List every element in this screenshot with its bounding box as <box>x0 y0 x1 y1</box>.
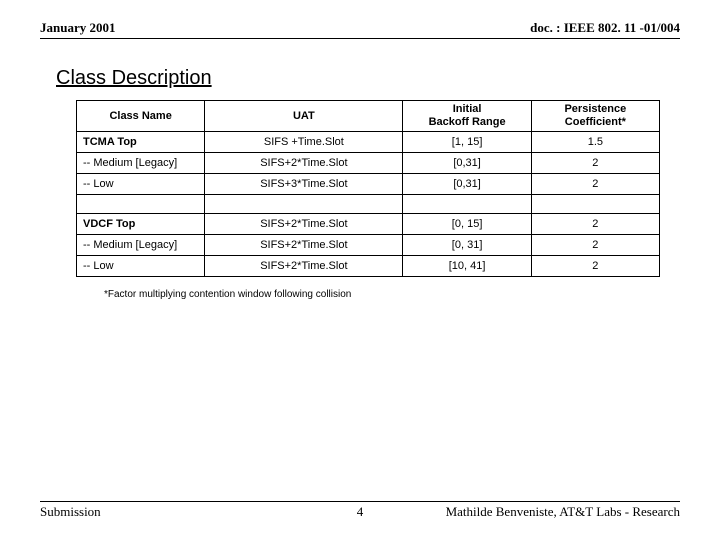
header-date: January 2001 <box>40 20 115 36</box>
footer-author: Mathilde Benveniste, AT&T Labs - Researc… <box>446 504 680 520</box>
table-header-row: Class Name UAT InitialBackoff Range Pers… <box>77 101 660 132</box>
cell-class-name: VDCF Top <box>77 214 205 235</box>
empty-cell <box>531 195 659 214</box>
table-body: TCMA TopSIFS +Time.Slot[1, 15]1.5-- Medi… <box>77 132 660 277</box>
cell-persistence: 2 <box>531 174 659 195</box>
cell-persistence: 1.5 <box>531 132 659 153</box>
col-class-name: Class Name <box>77 101 205 132</box>
cell-persistence: 2 <box>531 256 659 277</box>
cell-class-name: -- Low <box>77 256 205 277</box>
table-row: -- Medium [Legacy]SIFS+2*Time.Slot[0, 31… <box>77 235 660 256</box>
cell-uat: SIFS+3*Time.Slot <box>205 174 403 195</box>
cell-class-name: -- Low <box>77 174 205 195</box>
class-description-table: Class Name UAT InitialBackoff Range Pers… <box>76 100 660 277</box>
cell-backoff-range: [0, 31] <box>403 235 531 256</box>
empty-cell <box>403 195 531 214</box>
slide-title: Class Description <box>56 67 720 90</box>
footer-left: Submission <box>40 504 101 520</box>
table-row: -- Medium [Legacy]SIFS+2*Time.Slot[0,31]… <box>77 153 660 174</box>
cell-uat: SIFS+2*Time.Slot <box>205 153 403 174</box>
cell-class-name: -- Medium [Legacy] <box>77 153 205 174</box>
slide-footer: Submission 4 Mathilde Benveniste, AT&T L… <box>40 501 680 520</box>
cell-persistence: 2 <box>531 235 659 256</box>
table-row: VDCF TopSIFS+2*Time.Slot[0, 15]2 <box>77 214 660 235</box>
table-footnote: *Factor multiplying contention window fo… <box>104 289 720 300</box>
cell-uat: SIFS +Time.Slot <box>205 132 403 153</box>
cell-backoff-range: [0,31] <box>403 174 531 195</box>
cell-backoff-range: [0, 15] <box>403 214 531 235</box>
header-doc-id: doc. : IEEE 802. 11 -01/004 <box>530 20 680 36</box>
col-uat: UAT <box>205 101 403 132</box>
empty-cell <box>77 195 205 214</box>
cell-persistence: 2 <box>531 153 659 174</box>
empty-cell <box>205 195 403 214</box>
cell-uat: SIFS+2*Time.Slot <box>205 256 403 277</box>
cell-backoff-range: [10, 41] <box>403 256 531 277</box>
cell-class-name: -- Medium [Legacy] <box>77 235 205 256</box>
cell-uat: SIFS+2*Time.Slot <box>205 214 403 235</box>
cell-backoff-range: [0,31] <box>403 153 531 174</box>
footer-page-number: 4 <box>357 504 364 520</box>
table-row <box>77 195 660 214</box>
col-initial-backoff: InitialBackoff Range <box>403 101 531 132</box>
table-row: -- LowSIFS+2*Time.Slot[10, 41]2 <box>77 256 660 277</box>
cell-persistence: 2 <box>531 214 659 235</box>
col-persistence: PersistenceCoefficient* <box>531 101 659 132</box>
slide-header: January 2001 doc. : IEEE 802. 11 -01/004 <box>40 0 680 39</box>
table-row: TCMA TopSIFS +Time.Slot[1, 15]1.5 <box>77 132 660 153</box>
class-table-container: Class Name UAT InitialBackoff Range Pers… <box>76 100 660 277</box>
cell-class-name: TCMA Top <box>77 132 205 153</box>
table-row: -- LowSIFS+3*Time.Slot[0,31]2 <box>77 174 660 195</box>
cell-uat: SIFS+2*Time.Slot <box>205 235 403 256</box>
cell-backoff-range: [1, 15] <box>403 132 531 153</box>
